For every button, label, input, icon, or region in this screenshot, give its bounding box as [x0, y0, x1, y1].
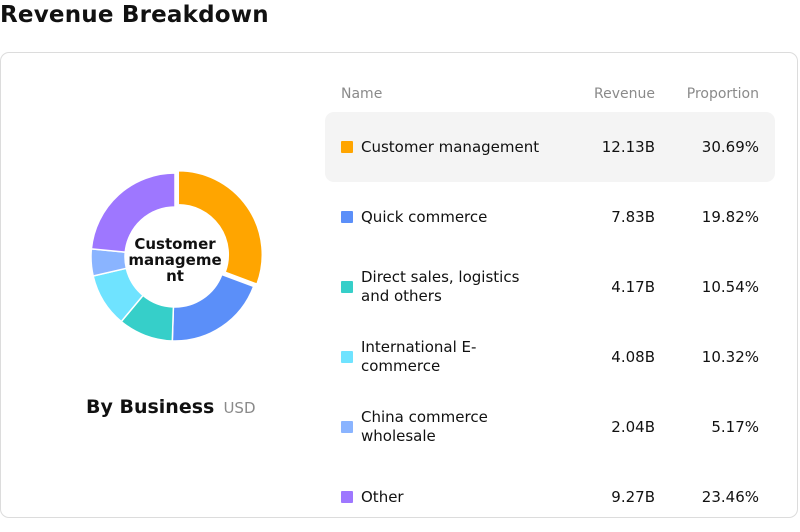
table-row[interactable]: China commerce wholesale 2.04B 5.17%: [325, 392, 775, 462]
table-row[interactable]: Other 9.27B 23.46%: [325, 462, 775, 532]
row-name: China commerce wholesale: [361, 408, 488, 445]
legend-swatch: [341, 211, 353, 223]
legend-swatch: [341, 491, 353, 503]
page-title: Revenue Breakdown: [0, 2, 269, 28]
table-row[interactable]: Direct sales, logistics and others 4.17B 1…: [325, 252, 775, 322]
donut-center-label: Customer manageme nt: [115, 236, 235, 284]
table-row[interactable]: Quick commerce 7.83B 19.82%: [325, 182, 775, 252]
row-name: Customer management: [361, 137, 540, 156]
legend-swatch: [341, 351, 353, 363]
column-header-proportion: Proportion: [686, 86, 759, 102]
row-revenue: 12.13B: [601, 138, 655, 156]
donut-slice[interactable]: [90, 172, 176, 253]
row-name: International E-commerce: [361, 338, 477, 375]
table-row[interactable]: Customer management 12.13B 30.69%: [325, 112, 775, 182]
column-header-revenue: Revenue: [594, 86, 655, 102]
donut-chart: [90, 169, 264, 342]
legend-swatch: [341, 281, 353, 293]
donut-slice[interactable]: [171, 273, 255, 342]
center-label-line: manageme: [128, 251, 222, 269]
row-proportion: 30.69%: [701, 138, 759, 156]
row-proportion: 5.17%: [711, 418, 759, 436]
unit-label: USD: [223, 399, 256, 417]
row-name: Quick commerce: [361, 207, 488, 226]
row-revenue: 4.17B: [611, 278, 655, 296]
row-proportion: 10.54%: [701, 278, 759, 296]
legend-swatch: [341, 141, 353, 153]
row-revenue: 7.83B: [611, 208, 655, 226]
row-name: Other: [361, 487, 404, 506]
row-proportion: 10.32%: [701, 348, 759, 366]
donut-slice[interactable]: [177, 169, 264, 286]
chart-subtitle: By Business USD: [86, 396, 256, 418]
column-header-name: Name: [341, 86, 383, 102]
row-revenue: 9.27B: [611, 488, 655, 506]
row-name: Direct sales, logistics and others: [361, 268, 520, 305]
row-revenue: 4.08B: [611, 348, 655, 366]
revenue-table: Name Revenue Proportion Customer managem…: [325, 80, 775, 532]
table-header: Name Revenue Proportion: [325, 80, 775, 112]
center-label-line: Customer: [134, 235, 216, 253]
center-label-line: nt: [166, 267, 184, 285]
chart-title: By Business: [86, 396, 215, 418]
row-revenue: 2.04B: [611, 418, 655, 436]
table-row[interactable]: International E-commerce 4.08B 10.32%: [325, 322, 775, 392]
row-proportion: 23.46%: [701, 488, 759, 506]
row-proportion: 19.82%: [701, 208, 759, 226]
legend-swatch: [341, 421, 353, 433]
